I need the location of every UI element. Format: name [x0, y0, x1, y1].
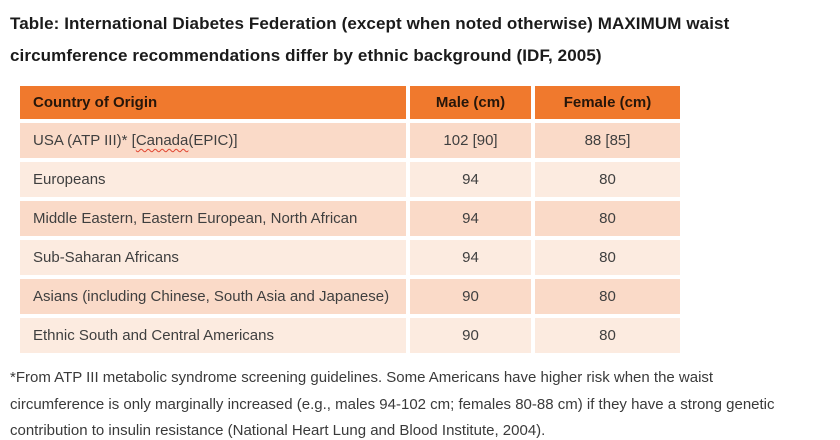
title-line-1: Table: International Diabetes Federation…	[10, 14, 730, 33]
title-line-2: circumference recommendations differ by …	[10, 46, 602, 65]
column-header-country: Country of Origin	[20, 86, 406, 119]
country-cell: Ethnic South and Central Americans	[20, 318, 406, 353]
female-value-cell: 80	[535, 162, 680, 197]
column-header-male: Male (cm)	[410, 86, 531, 119]
country-cell: USA (ATP III)* [Canada (EPIC)]	[20, 123, 406, 158]
footnote: *From ATP III metabolic syndrome screeni…	[10, 365, 830, 440]
female-value-cell: 80	[535, 240, 680, 275]
column-header-female: Female (cm)	[535, 86, 680, 119]
spellcheck-underlined-word: Canada	[135, 132, 189, 149]
footnote-line-3: contribution to insulin resistance (Nati…	[10, 422, 546, 439]
table-row-asians: Asians (including Chinese, South Asia an…	[20, 279, 680, 314]
country-cell: Sub-Saharan Africans	[20, 240, 406, 275]
country-cell: Asians (including Chinese, South Asia an…	[20, 279, 406, 314]
male-value-cell: 94	[410, 162, 531, 197]
country-cell: Europeans	[20, 162, 406, 197]
table-row-sub-saharan: Sub-Saharan Africans 94 80	[20, 240, 680, 275]
table-row-usa-canada: USA (ATP III)* [Canada (EPIC)] 102 [90] …	[20, 123, 680, 158]
female-value-cell: 88 [85]	[535, 123, 680, 158]
male-value-cell: 94	[410, 240, 531, 275]
table-header-row: Country of Origin Male (cm) Female (cm)	[20, 86, 680, 119]
table-row-south-central-americans: Ethnic South and Central Americans 90 80	[20, 318, 680, 353]
footnote-line-1: *From ATP III metabolic syndrome screeni…	[10, 369, 714, 386]
male-value-cell: 94	[410, 201, 531, 236]
country-cell: Middle Eastern, Eastern European, North …	[20, 201, 406, 236]
document-title: Table: International Diabetes Federation…	[0, 0, 840, 72]
female-value-cell: 80	[535, 201, 680, 236]
female-value-cell: 80	[535, 318, 680, 353]
male-value-cell: 90	[410, 318, 531, 353]
table-row-middle-eastern: Middle Eastern, Eastern European, North …	[20, 201, 680, 236]
footnote-line-2: circumference is only marginally increas…	[10, 395, 775, 413]
table-row-europeans: Europeans 94 80	[20, 162, 680, 197]
waist-circumference-table: Country of Origin Male (cm) Female (cm) …	[20, 86, 680, 353]
country-text-suffix: (EPIC)]	[188, 132, 238, 149]
female-value-cell: 80	[535, 279, 680, 314]
country-text-prefix: USA (ATP III)* [	[33, 132, 136, 149]
male-value-cell: 90	[410, 279, 531, 314]
male-value-cell: 102 [90]	[410, 123, 531, 158]
